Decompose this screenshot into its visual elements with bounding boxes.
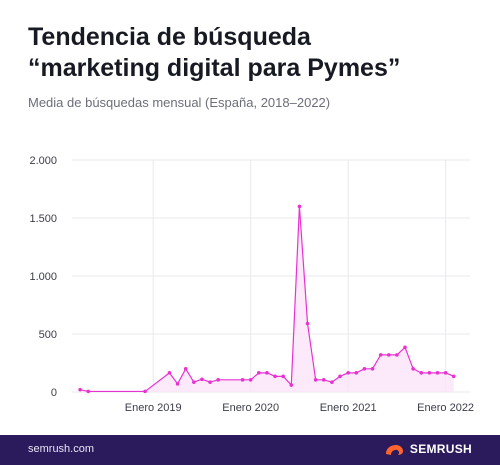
data-point xyxy=(321,378,326,382)
data-point xyxy=(86,389,91,394)
trend-chart: 0 500 1.000 1.500 2.000 Enero 2019 Enero 2020 E… xyxy=(29,155,474,414)
data-point xyxy=(411,367,415,371)
data-point xyxy=(248,378,253,382)
data-point xyxy=(78,387,82,392)
data-point xyxy=(200,377,204,382)
data-point xyxy=(451,374,456,379)
semrush-fire-logo-icon xyxy=(385,445,403,455)
data-point xyxy=(419,371,424,375)
data-point xyxy=(175,382,180,386)
footer-bar: semrush.com SEMRUSH xyxy=(0,435,500,465)
chart-subtitle: Media de búsquedas mensual (España, 2018… xyxy=(28,95,331,110)
data-point xyxy=(257,371,261,375)
y-tick-label: 500 xyxy=(39,329,57,341)
data-point xyxy=(370,367,375,371)
data-point xyxy=(362,367,367,371)
data-point xyxy=(427,371,432,375)
data-point xyxy=(313,378,318,382)
chart-title: Tendencia de búsqueda “marketing digital… xyxy=(28,22,478,84)
data-point xyxy=(395,353,399,357)
data-point xyxy=(386,353,391,357)
x-tick-label: Enero 2022 xyxy=(417,402,474,414)
y-tick-label: 1.000 xyxy=(29,271,57,283)
data-point xyxy=(338,374,342,379)
chart-title-line-1: Tendencia de búsqueda xyxy=(28,23,311,51)
data-point xyxy=(192,380,196,384)
data-point xyxy=(305,321,310,326)
data-point xyxy=(281,374,285,379)
y-tick-label: 1.500 xyxy=(29,213,57,225)
series-area xyxy=(80,206,454,392)
data-point xyxy=(297,204,302,209)
chart-title-line-2: “marketing digital para Pymes” xyxy=(28,54,401,82)
data-point xyxy=(167,371,172,375)
x-tick-label: Enero 2020 xyxy=(222,402,279,414)
data-point xyxy=(354,371,359,375)
footer-url[interactable]: semrush.com xyxy=(28,443,95,455)
data-point xyxy=(183,367,188,371)
data-point xyxy=(143,389,147,394)
data-point xyxy=(216,378,221,382)
brand-name: SEMRUSH xyxy=(409,442,472,456)
x-tick-label: Enero 2019 xyxy=(125,402,182,414)
data-point xyxy=(265,371,269,375)
y-tick-label: 2.000 xyxy=(29,155,57,167)
data-point xyxy=(273,374,277,379)
data-point xyxy=(346,371,350,375)
y-tick-label: 0 xyxy=(51,387,57,399)
data-point xyxy=(240,378,245,382)
brand-logo[interactable]: SEMRUSH xyxy=(383,441,472,457)
data-point xyxy=(443,371,448,375)
data-point xyxy=(208,380,212,384)
x-tick-label: Enero 2021 xyxy=(320,402,377,414)
data-point xyxy=(378,353,383,357)
data-point xyxy=(330,380,334,384)
data-point xyxy=(403,345,407,350)
data-point xyxy=(289,383,294,387)
data-point xyxy=(435,371,440,375)
